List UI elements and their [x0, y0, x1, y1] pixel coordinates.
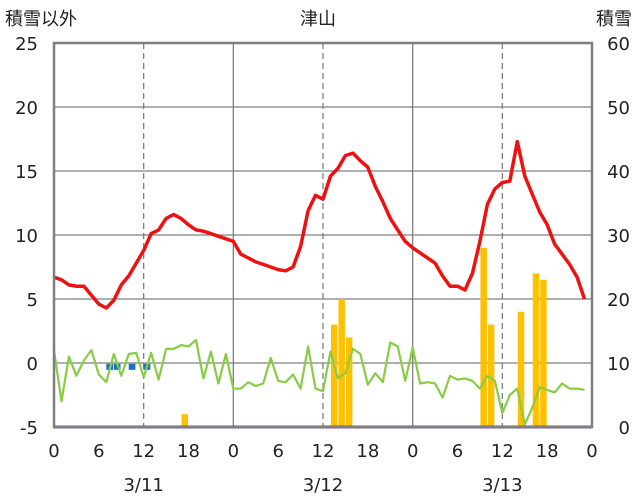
- right-tick-label: 20: [607, 290, 630, 311]
- left-tick-label: -5: [20, 418, 38, 439]
- right-tick-label: 0: [619, 418, 630, 439]
- right-axis-ticks: 60 50 40 30 20 10 0: [607, 34, 630, 439]
- x-tick-label: 6: [452, 441, 463, 462]
- x-tick-label: 0: [586, 441, 597, 462]
- precip-mark: [128, 363, 136, 370]
- series-green-line: [52, 338, 585, 426]
- snow-depth-bar: [330, 324, 338, 427]
- snow-depth-bar: [540, 279, 547, 427]
- plot-frame: [52, 41, 594, 429]
- x-axis-ticks: 0 6 12 18 0 6 12 18 0 6 12 18 0: [48, 441, 597, 462]
- day-label: 3/13: [482, 475, 522, 496]
- left-tick-label: 10: [15, 226, 38, 247]
- snow-depth-bar: [345, 337, 353, 427]
- x-tick-label: 12: [491, 441, 514, 462]
- right-tick-label: 10: [607, 354, 630, 375]
- x-tick-label: 18: [356, 441, 379, 462]
- left-tick-label: 5: [27, 290, 38, 311]
- plot-border: [52, 41, 594, 429]
- snow-depth-bar: [181, 414, 188, 427]
- series-red-line: [53, 139, 587, 310]
- day-label: 3/11: [123, 475, 163, 496]
- left-tick-label: 20: [15, 98, 38, 119]
- left-tick-label: 0: [27, 354, 38, 375]
- right-tick-label: 30: [607, 226, 630, 247]
- snow-depth-bar: [487, 324, 495, 427]
- x-tick-label: 18: [177, 441, 200, 462]
- snow-depth-bar: [338, 299, 345, 427]
- x-tick-label: 6: [272, 441, 283, 462]
- x-tick-label: 0: [407, 441, 418, 462]
- left-axis-title: 積雪以外: [5, 9, 77, 30]
- x-tick-label: 6: [93, 441, 104, 462]
- x-tick-label: 0: [228, 441, 239, 462]
- snow-depth-bar: [517, 311, 525, 427]
- x-tick-label: 12: [132, 441, 155, 462]
- left-tick-label: 15: [15, 162, 38, 183]
- right-tick-label: 40: [607, 162, 630, 183]
- left-axis-ticks: 25 20 15 10 5 0 -5: [15, 34, 38, 439]
- right-tick-label: 50: [607, 98, 630, 119]
- snow-depth-bar: [480, 247, 487, 427]
- x-tick-label: 12: [312, 441, 335, 462]
- x-tick-label: 18: [536, 441, 559, 462]
- chart-title: 津山: [300, 9, 336, 30]
- right-tick-label: 60: [607, 34, 630, 55]
- x-tick-label: 0: [48, 441, 59, 462]
- right-axis-title: 積雪: [596, 9, 632, 30]
- day-label: 3/12: [303, 475, 343, 496]
- snow-depth-bar: [532, 273, 540, 427]
- day-labels: 3/11 3/12 3/13: [123, 475, 522, 496]
- grid-lines: [54, 43, 592, 427]
- left-tick-label: 25: [15, 34, 38, 55]
